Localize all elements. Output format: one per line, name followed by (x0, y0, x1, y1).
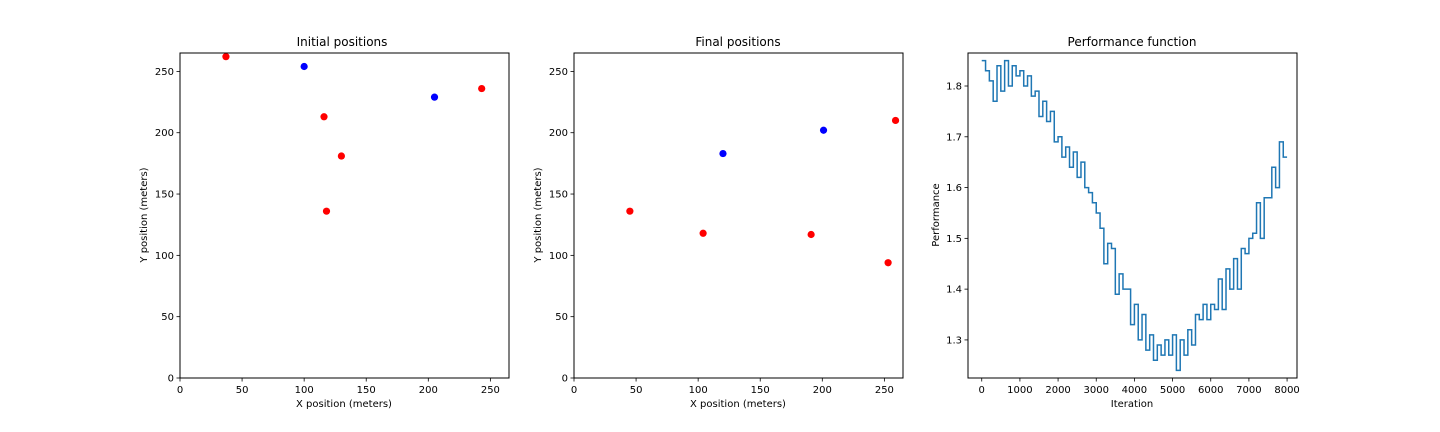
y-tick-label: 200 (155, 128, 174, 139)
y-tick-label: 1.8 (946, 82, 962, 93)
x-tick-label: 50 (236, 385, 249, 396)
scatter-point (478, 84, 486, 93)
x-tick-label: 0 (177, 385, 183, 396)
x-axis-label: X position (meters) (690, 399, 786, 410)
y-axis-label: Y position (meters) (139, 167, 150, 263)
y-ticks: 0 50 100 150 200 250 (549, 67, 574, 385)
scatter-point (337, 152, 345, 160)
scatter-point (819, 126, 828, 134)
y-ticks: 0 50 100 150 200 250 (155, 67, 180, 385)
chart-title: Initial positions (297, 35, 388, 49)
plot-frame (179, 52, 510, 379)
chart-title: Final positions (695, 35, 780, 49)
y-tick-label: 100 (549, 251, 568, 262)
x-axis-label: Iteration (1111, 399, 1153, 410)
y-tick-label: 50 (555, 312, 568, 323)
y-tick-label: 0 (168, 374, 174, 385)
scatter-point (719, 149, 727, 158)
x-tick-label: 100 (689, 385, 708, 396)
y-tick-label: 1.3 (946, 335, 962, 346)
marks-layer (626, 116, 900, 267)
marks-layer (222, 53, 486, 215)
x-tick-label: 50 (630, 385, 643, 396)
y-tick-label: 250 (155, 67, 174, 78)
y-tick-label: 1.4 (946, 285, 962, 296)
x-tick-label: 3000 (1084, 385, 1109, 396)
y-tick-label: 100 (155, 251, 174, 262)
plot-frame (573, 52, 904, 379)
scatter-point (320, 113, 328, 121)
x-tick-label: 150 (751, 385, 770, 396)
scatter-point (222, 53, 230, 61)
scatter-point (322, 207, 331, 215)
y-axis-label: Y position (meters) (533, 167, 544, 263)
scatter-point (807, 230, 815, 239)
x-tick-label: 0 (979, 385, 985, 396)
panel-performance-function: Performance function 0 1000 2000 3000 4000 50… (931, 35, 1300, 410)
scatter-point (699, 229, 707, 237)
x-tick-label: 2000 (1045, 385, 1070, 396)
marks-layer (981, 59, 1288, 372)
x-tick-label: 200 (813, 385, 832, 396)
y-ticks: 1.3 1.4 1.5 1.6 1.7 1.8 (946, 82, 968, 346)
scatter-point (300, 62, 308, 71)
x-ticks: 0 1000 2000 3000 4000 5000 6000 7000 8000 (979, 378, 1300, 396)
chart-title: Performance function (1068, 35, 1197, 49)
scatter-point (626, 207, 634, 215)
x-tick-label: 7000 (1236, 385, 1261, 396)
y-tick-label: 1.6 (946, 183, 962, 194)
y-tick-label: 200 (549, 128, 568, 139)
y-tick-label: 1.7 (946, 132, 962, 143)
x-tick-label: 4000 (1122, 385, 1147, 396)
x-axis-label: X position (meters) (296, 399, 392, 410)
x-tick-label: 250 (875, 385, 894, 396)
x-tick-label: 0 (571, 385, 577, 396)
scatter-point (430, 93, 439, 101)
plot-frame (967, 52, 1298, 379)
y-tick-label: 250 (549, 67, 568, 78)
x-tick-label: 150 (357, 385, 376, 396)
x-tick-label: 100 (295, 385, 314, 396)
y-tick-label: 150 (549, 190, 568, 201)
series-line (981, 59, 1288, 372)
y-tick-label: 50 (161, 312, 174, 323)
x-tick-label: 200 (419, 385, 438, 396)
y-tick-label: 0 (562, 374, 568, 385)
panel-final-positions: Final positions 0 50 100 150 200 250 0 50 100 15… (533, 35, 904, 410)
x-ticks: 0 50 100 150 200 250 (571, 378, 894, 396)
x-tick-label: 5000 (1160, 385, 1185, 396)
x-tick-label: 1000 (1007, 385, 1032, 396)
scatter-point (891, 116, 900, 125)
x-tick-label: 8000 (1274, 385, 1299, 396)
x-tick-label: 250 (481, 385, 500, 396)
scatter-point (884, 259, 892, 267)
y-tick-label: 1.5 (946, 234, 962, 245)
panel-initial-positions: Initial positions 0 50 100 150 200 250 0 50 100… (139, 35, 510, 410)
x-ticks: 0 50 100 150 200 250 (177, 378, 500, 396)
y-tick-label: 150 (155, 190, 174, 201)
x-tick-label: 6000 (1198, 385, 1223, 396)
y-axis-label: Performance (931, 183, 942, 246)
